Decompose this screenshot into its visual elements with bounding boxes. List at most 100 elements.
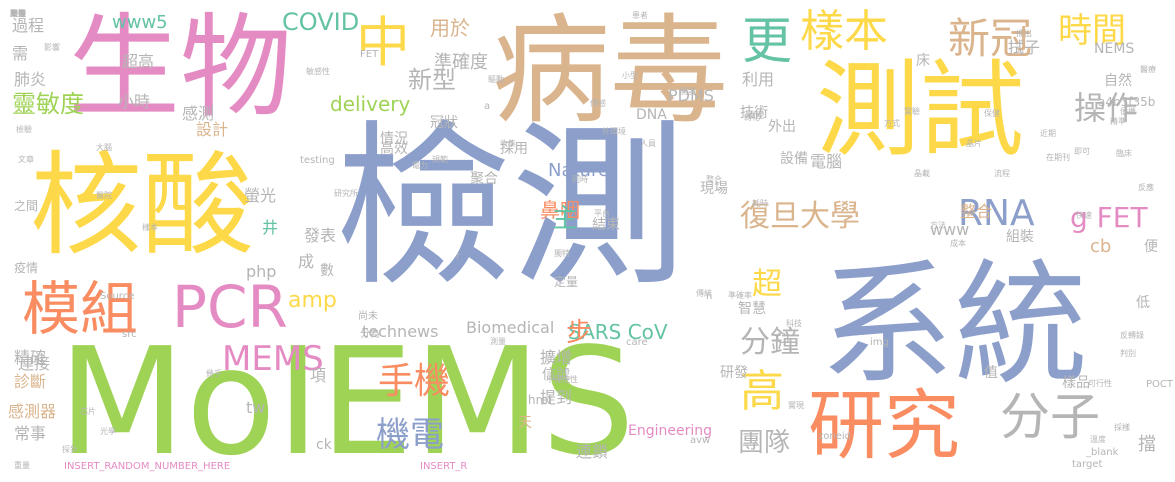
cloud-word: 保健 (984, 109, 1000, 118)
cloud-word: 流程 (994, 169, 1010, 178)
cloud-word: 天 (518, 415, 532, 431)
cloud-word: 結束 (592, 217, 620, 233)
cloud-word: 連接 (18, 354, 51, 373)
cloud-word: php (246, 262, 277, 281)
cloud-word: 步 (566, 318, 593, 348)
cloud-word: 需 (12, 44, 29, 63)
cloud-word: 技術 (740, 105, 768, 121)
cloud-word: 間接 (10, 9, 26, 18)
cloud-word: 方法 (930, 221, 946, 230)
cloud-word: 感測 (182, 104, 215, 123)
cloud-word: SARS CoV (568, 320, 668, 344)
cloud-word: 智慧 (738, 301, 766, 317)
cloud-word: 過程 (12, 16, 45, 35)
cloud-word: care (626, 337, 648, 348)
cloud-word: avw (690, 435, 711, 446)
cloud-word: testing (300, 155, 335, 166)
cloud-word: 利用 (742, 70, 775, 89)
cloud-word: 醫療 (1140, 65, 1156, 74)
cloud-word: 獨特 (554, 249, 570, 258)
cloud-word: tw (246, 398, 266, 417)
cloud-word: 測試 (816, 49, 1025, 171)
cloud-word: img (870, 337, 889, 348)
cloud-word: 醫院 (96, 191, 112, 200)
cloud-word: 之間 (14, 199, 39, 213)
cloud-word: 中 (356, 11, 410, 74)
cloud-word: 發表 (304, 226, 337, 245)
cloud-word: 樣本 (800, 6, 888, 57)
cloud-word: 項 (310, 366, 327, 385)
cloud-word: 不確定性 (546, 375, 578, 384)
cloud-word: 生物 (68, 3, 292, 133)
cloud-word: delivery (330, 92, 411, 116)
cloud-word: 機電 (376, 415, 444, 455)
cloud-word: target (1072, 459, 1103, 470)
cloud-word: 推出 (1016, 29, 1032, 38)
cloud-word: 成 (298, 252, 315, 271)
cloud-word: 臨床 (1116, 149, 1132, 158)
cloud-word: 更換 (10, 9, 26, 18)
cloud-word: 診斷 (14, 372, 47, 391)
cloud-word: 提到 (540, 388, 573, 407)
cloud-word: 擴增 (540, 348, 573, 367)
cloud-word: 同時 (572, 175, 588, 184)
cloud-word: ck (316, 437, 332, 453)
cloud-word: 影響 (44, 43, 60, 52)
cloud-word: 井 (262, 218, 279, 237)
cloud-word: 幾乎 (206, 369, 222, 378)
cloud-word: www5 (112, 12, 168, 33)
cloud-word: 收集 (500, 139, 516, 148)
cloud-word: src (122, 329, 137, 340)
cloud-word: g FET (1070, 201, 1148, 234)
cloud-word: 系統 (820, 247, 1089, 403)
cloud-word: 傳統 (696, 289, 712, 298)
cloud-word: 採樣 (1114, 423, 1130, 432)
cloud-word: COVID (282, 8, 360, 36)
cloud-word: 螢光 (244, 186, 277, 205)
cloud-word: 精準 (1110, 117, 1126, 126)
cloud-word: 常事 (14, 424, 47, 443)
cloud-word: 組裝 (1006, 229, 1034, 245)
cloud-word: 規範 (432, 155, 448, 164)
cloud-word: Source (100, 291, 135, 302)
cloud-word: zoneid (818, 431, 851, 442)
cloud-word: 病毒 (492, 2, 729, 140)
cloud-word: Biomedical (466, 318, 555, 337)
cloud-word: PDMS (668, 86, 714, 105)
cloud-word: 分鐘 (740, 325, 800, 360)
cloud-word: 文章 (18, 155, 34, 164)
cloud-word: 靈敏度 (12, 90, 84, 118)
cloud-word: 信號 (542, 367, 570, 383)
cloud-word: 開發 (680, 87, 696, 96)
cloud-word: 採用 (500, 141, 528, 157)
cloud-word: DNA (636, 107, 667, 123)
cloud-word: 超高 (122, 52, 155, 71)
cloud-word: 人員 (640, 139, 656, 148)
cloud-word: PCR (172, 273, 288, 341)
cloud-word: INSERT_R (420, 461, 468, 472)
cloud-word: n (706, 291, 713, 302)
cloud-word: 復旦大學 (740, 199, 860, 234)
cloud-word: cb (1090, 236, 1112, 257)
cloud-word: www (930, 220, 970, 239)
cloud-word: 微型 (748, 111, 764, 120)
cloud-word: 外環境 (602, 127, 626, 136)
cloud-word: 感測器 (8, 402, 57, 421)
cloud-word: 傳感 (590, 99, 606, 108)
cloud-word: a (484, 101, 491, 112)
cloud-word: 可行性 (1088, 379, 1112, 388)
cloud-word: 情況 (380, 131, 408, 147)
cloud-word: 準確度 (434, 52, 488, 73)
cloud-word: a4b3f35b (1098, 95, 1156, 109)
cloud-word: 數 (320, 263, 334, 279)
cloud-word: 樣本 (142, 223, 158, 232)
cloud-word: 溫度 (1090, 435, 1106, 444)
cloud-word: 實驗 (904, 107, 920, 116)
cloud-word: 患者 (632, 11, 648, 20)
cloud-word: 晶載 (914, 169, 930, 178)
cloud-word: 團隊 (738, 428, 791, 458)
cloud-word: 尚未 (358, 311, 378, 322)
cloud-word: 便 (1144, 239, 1158, 255)
cloud-word: 在期刊 (1046, 153, 1070, 162)
cloud-word: MoIEMS (58, 316, 636, 482)
